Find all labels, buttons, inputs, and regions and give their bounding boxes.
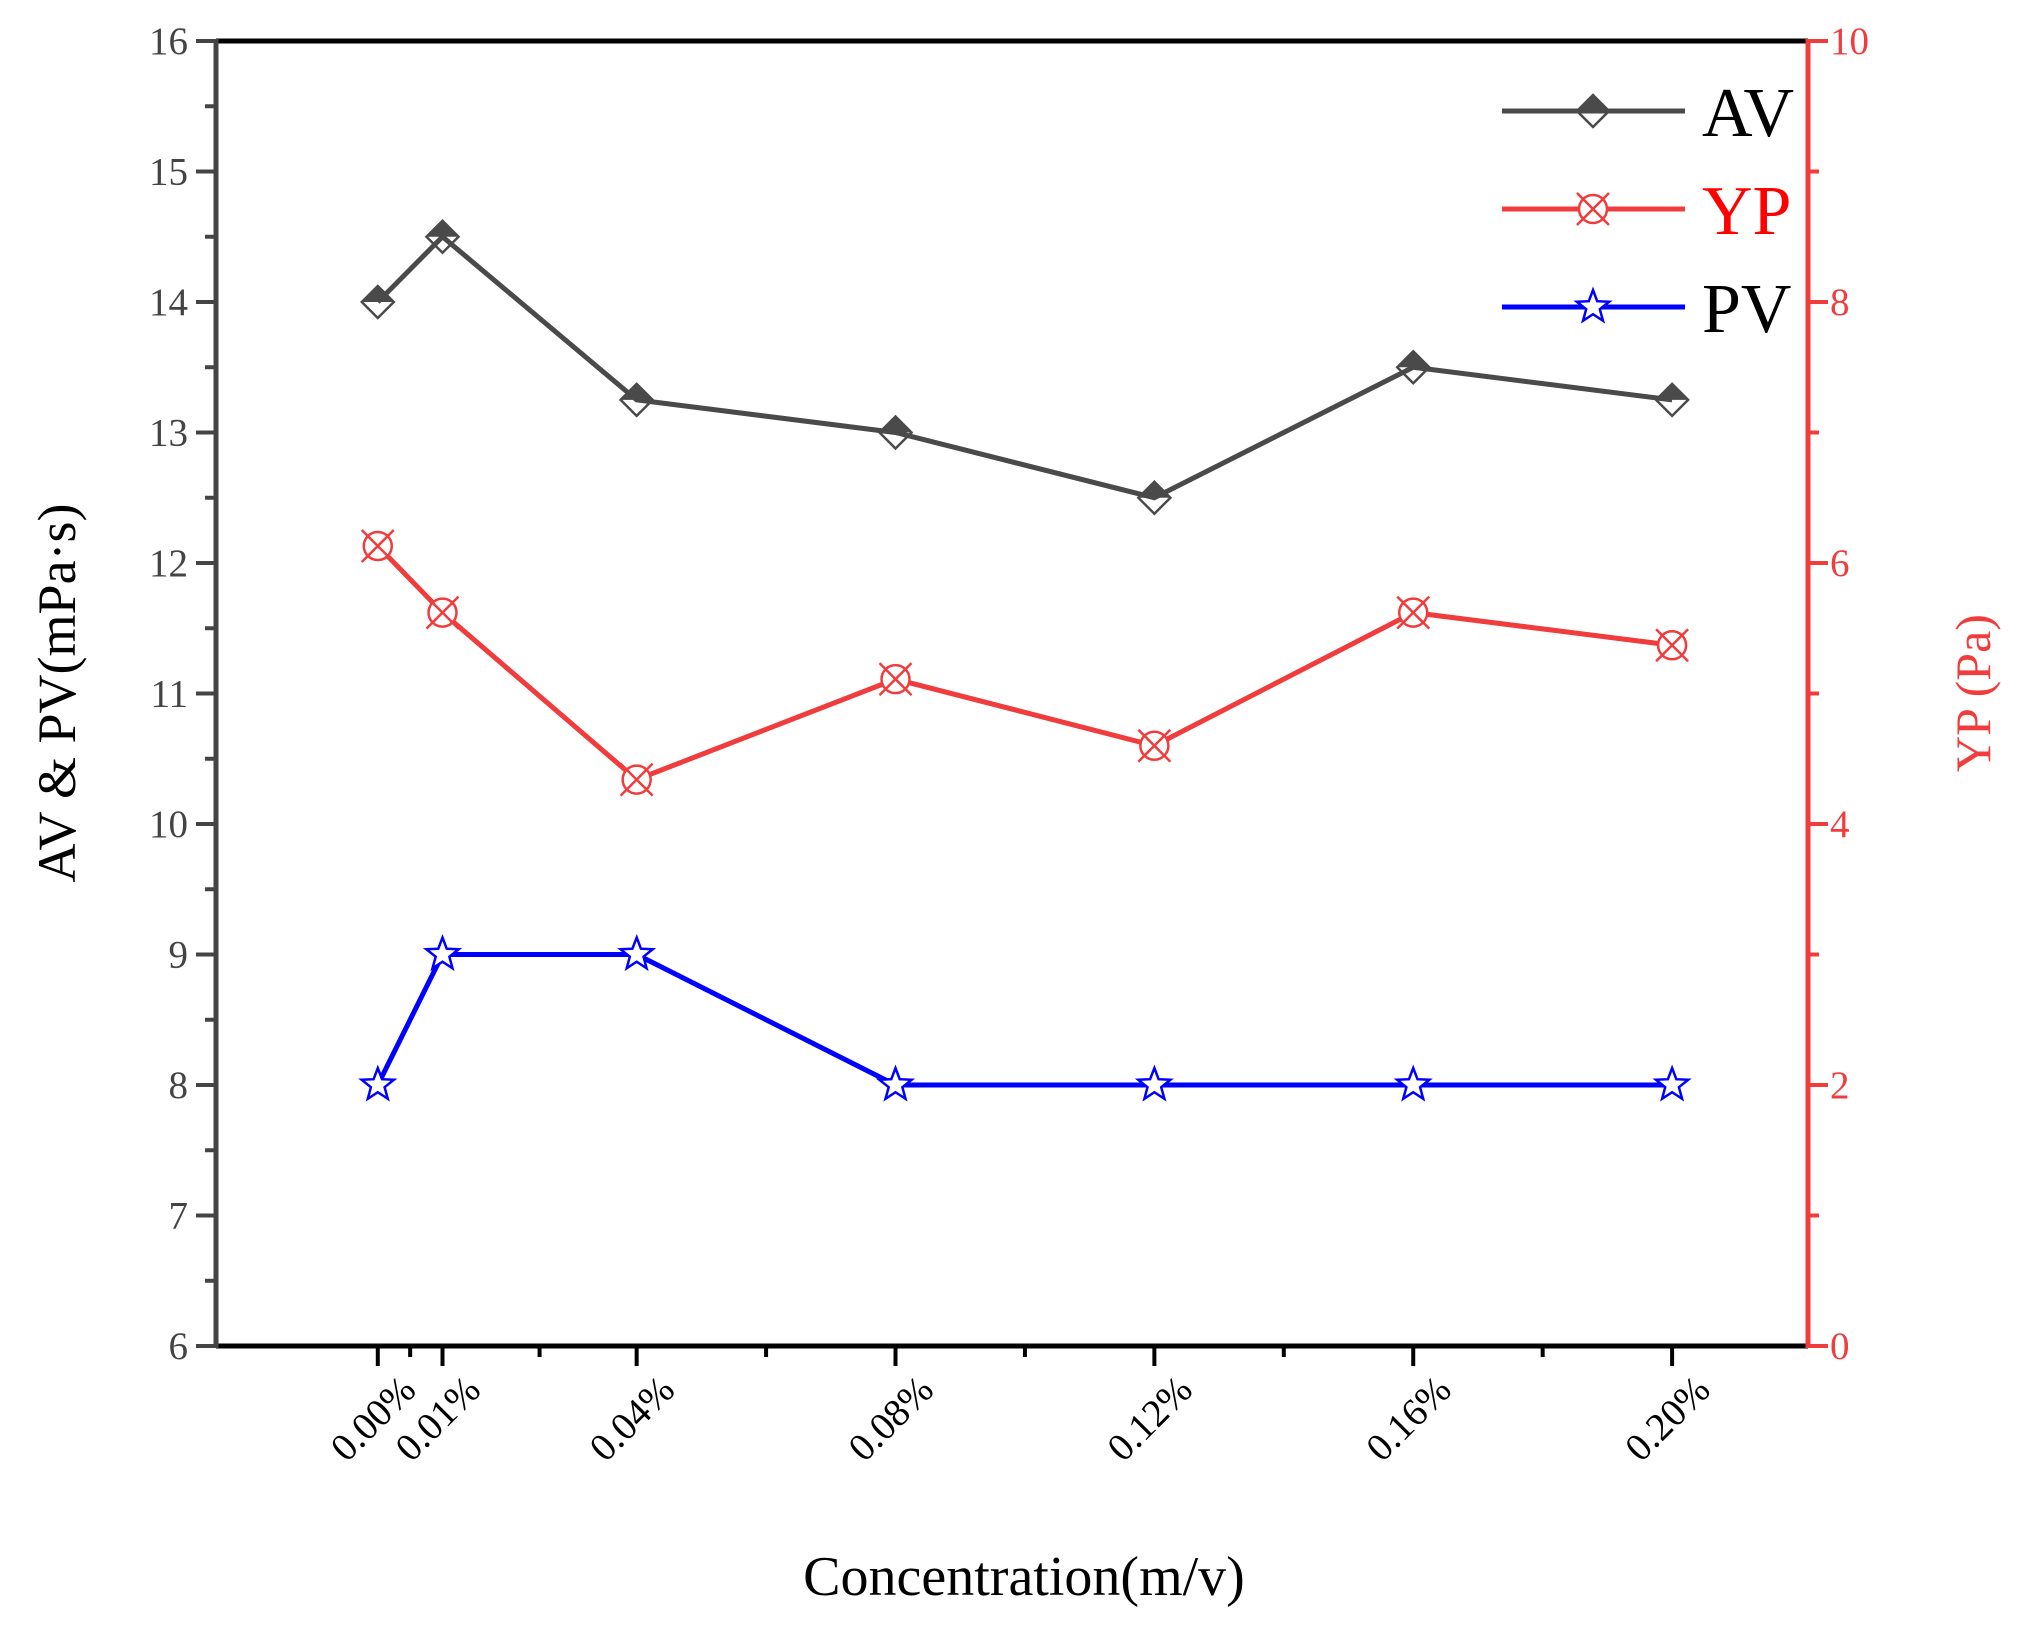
data-point-pv [422,933,463,972]
data-point-yp-cross [1655,628,1689,663]
y-tick-label: 14 [149,281,188,324]
y2-axis-title: YP (Pa) [1945,614,2001,772]
y2-tick-label: 0 [1830,1325,1850,1368]
legend-label-pv: PV [1702,271,1791,348]
series-line-yp [375,544,1673,783]
data-point-yp-cross [619,762,654,797]
y2-tick-label: 8 [1830,281,1850,324]
data-point-yp-cross [360,529,395,563]
y-tick-label: 9 [169,934,189,977]
x-tick-label: 0.08% [840,1368,942,1470]
y-axis-title: AV & PV(mPa·s) [27,503,87,882]
legend-marker-yp-cross [1576,192,1610,226]
y2-tick-label: 10 [1830,20,1869,63]
data-point-pv [1393,1064,1433,1102]
legend-marker-av [1575,93,1611,129]
data-point-av [1395,349,1432,386]
data-point-av [1654,382,1690,418]
data-point-av-fill [620,383,653,400]
data-point-av [618,382,655,418]
data-point-yp-cross [878,662,913,697]
y-tick-label: 10 [149,803,188,846]
series-line-pv [375,952,1673,1088]
legend-label-av: AV [1702,75,1794,152]
y-tick-label: 15 [149,151,188,194]
y2-tick-label: 4 [1830,803,1850,846]
x-tick-label: 0.04% [581,1368,683,1470]
legend-label-yp: YP [1702,173,1791,250]
data-point-pv [1652,1064,1692,1102]
x-axis-title: Concentration(m/v) [803,1546,1245,1608]
y2-tick-label: 2 [1830,1064,1850,1107]
data-point-av-fill [879,416,912,433]
data-point-av-fill [426,220,459,237]
x-tick-label: 0.12% [1099,1368,1201,1470]
data-point-av [1136,479,1173,516]
data-point-av-fill [1138,481,1171,498]
data-point-av [424,218,461,255]
y-tick-label: 6 [169,1325,189,1368]
y-tick-label: 16 [149,20,188,63]
data-point-yp-cross [1396,595,1431,630]
y-tick-label: 8 [169,1064,189,1107]
data-point-pv [358,1064,398,1102]
data-point-pv [617,933,657,972]
data-point-pv [875,1064,916,1102]
data-point-yp-cross [425,595,460,630]
data-point-yp-cross [1137,728,1172,763]
y-tick-label: 7 [169,1195,189,1238]
x-tick-label: 0.16% [1358,1368,1460,1470]
data-point-pv [1134,1064,1174,1102]
series-line-av [376,233,1673,501]
y-tick-label: 13 [149,412,188,455]
legend-marker-av-fill [1577,95,1609,111]
y2-tick-label: 6 [1830,542,1850,585]
y-tick-label: 11 [150,673,188,716]
data-point-av [877,414,914,451]
data-point-av [360,284,396,320]
x-tick-label: 0.20% [1617,1368,1719,1470]
data-point-av-fill [1397,351,1430,368]
legend-marker-pv [1573,286,1613,324]
y-tick-label: 12 [149,542,188,585]
data-point-av-fill [1656,383,1689,400]
data-point-av-fill [361,286,394,302]
